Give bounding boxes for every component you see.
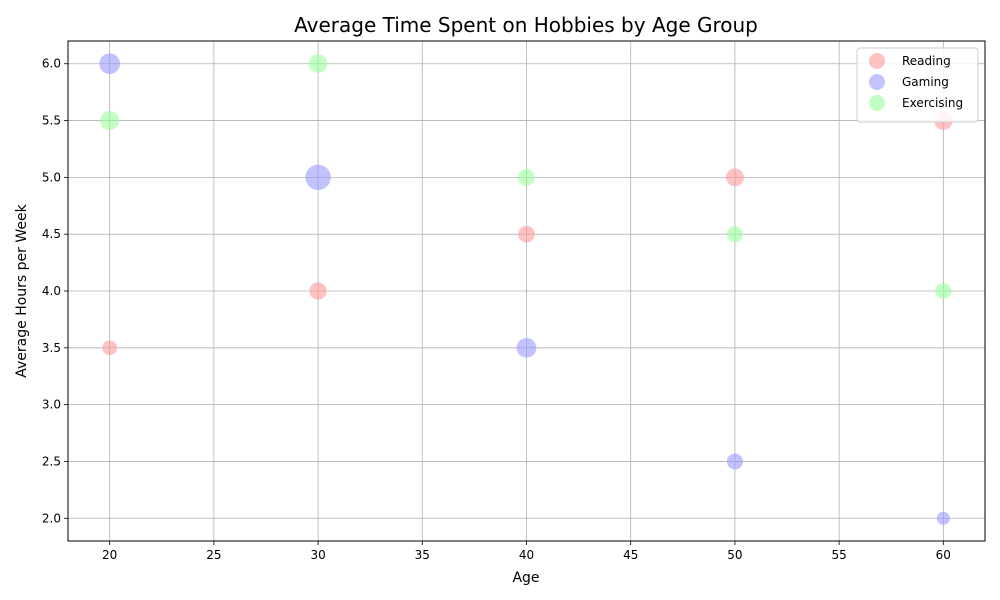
y-axis-title: Average Hours per Week (14, 203, 30, 377)
data-points (99, 53, 953, 525)
legend-label-gaming: Gaming (902, 75, 949, 89)
y-tick-label: 5.0 (42, 170, 61, 184)
point-exercising (726, 226, 743, 243)
legend: Reading Gaming Exercising (856, 47, 979, 123)
y-tick-label: 3.0 (42, 398, 61, 412)
legend-marker-exercising (869, 95, 885, 111)
x-tick-label: 25 (206, 548, 221, 562)
point-reading (309, 282, 327, 300)
point-gaming (516, 337, 537, 358)
grid (68, 41, 985, 541)
point-gaming (305, 164, 331, 191)
point-exercising (100, 110, 120, 131)
point-gaming (99, 53, 121, 75)
point-gaming (936, 511, 950, 525)
x-tick-label: 45 (623, 548, 638, 562)
y-tick-label: 5.5 (42, 114, 61, 128)
point-exercising (935, 282, 952, 300)
legend-box (856, 47, 979, 123)
y-tick-label: 3.5 (42, 341, 61, 355)
y-tick-label: 2.0 (42, 511, 61, 525)
point-gaming (726, 453, 743, 470)
legend-label-exercising: Exercising (902, 96, 963, 110)
y-tick-label: 4.5 (42, 227, 61, 241)
x-tick-label: 60 (936, 548, 951, 562)
legend-marker-reading (869, 53, 885, 69)
point-reading (102, 340, 118, 356)
x-tick-label: 35 (415, 548, 430, 562)
legend-label-reading: Reading (902, 54, 951, 68)
point-exercising (518, 169, 535, 186)
legend-marker-gaming (869, 74, 885, 90)
x-tick-label: 55 (831, 548, 846, 562)
axis-ticks: 20 25 30 35 40 45 50 55 60 2.0 2.5 3.0 3.5 4.0 4.5 5.0 5… (42, 57, 951, 562)
y-tick-label: 2.5 (42, 454, 61, 468)
point-exercising (308, 54, 328, 74)
chart-title: Average Time Spent on Hobbies by Age Gro… (294, 13, 758, 37)
x-tick-label: 50 (727, 548, 742, 562)
x-tick-label: 20 (102, 548, 117, 562)
point-reading (518, 225, 535, 243)
y-tick-label: 6.0 (42, 57, 61, 71)
x-tick-label: 30 (310, 548, 325, 562)
y-tick-label: 4.0 (42, 284, 61, 298)
x-axis-title: Age (512, 570, 539, 586)
point-reading (725, 168, 744, 187)
x-tick-label: 40 (519, 548, 534, 562)
